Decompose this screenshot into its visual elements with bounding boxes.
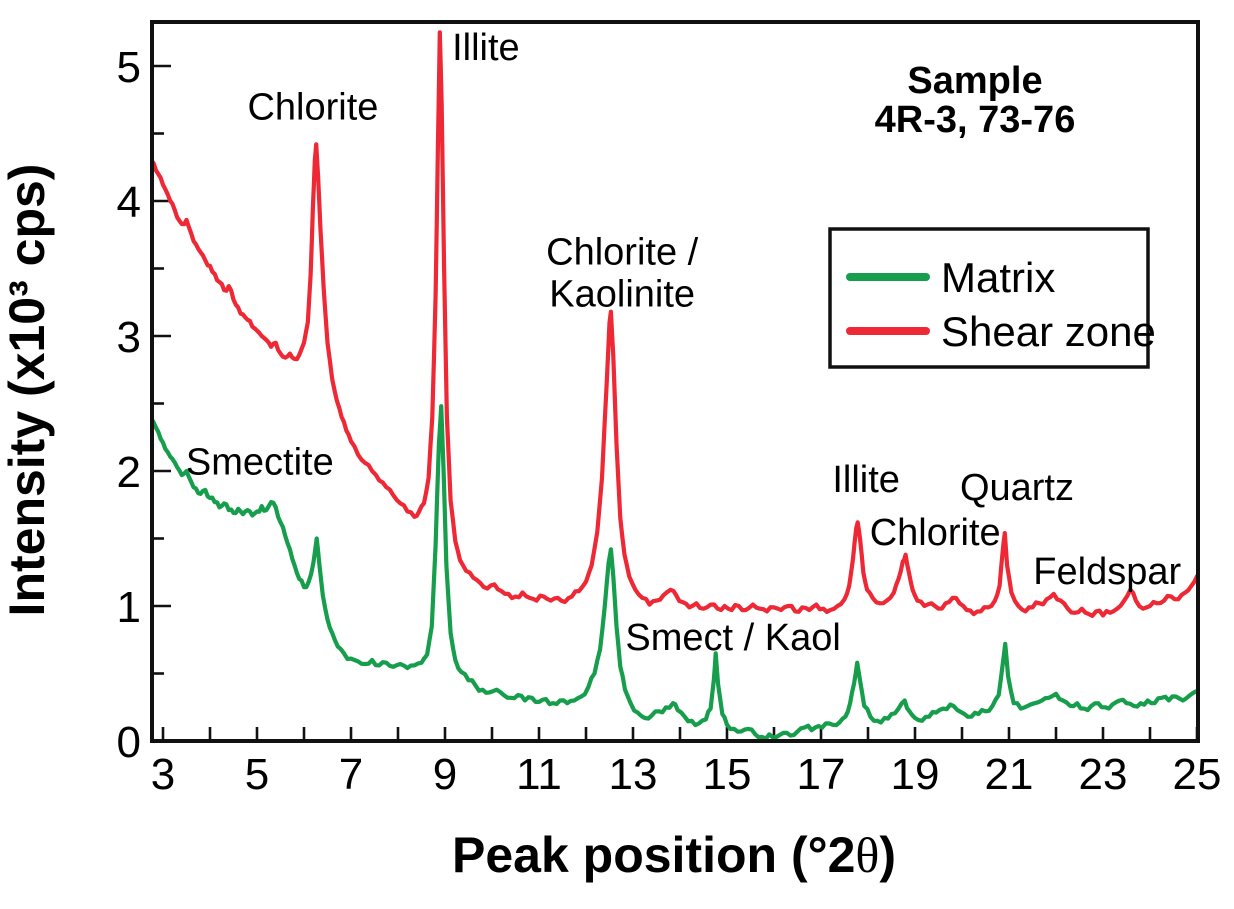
x-tick-label: 23 — [1079, 750, 1128, 799]
x-tick-label: 25 — [1173, 750, 1222, 799]
y-tick-label: 5 — [117, 43, 141, 92]
x-tick-label: 9 — [433, 750, 457, 799]
peak-annotations: Chlorite Illite Chlorite / Kaolinite Smectit… — [186, 27, 1182, 659]
sample-label-line1: Sample — [907, 60, 1042, 102]
shear-zone-trace — [152, 30, 1198, 618]
y-tick-label: 0 — [117, 718, 141, 767]
annotation-illite-main: Illite — [452, 27, 520, 69]
x-axis-title: Peak position (°2θ) — [452, 827, 896, 883]
annotation-chlorite-kaolinite: Chlorite / Kaolinite — [546, 232, 698, 316]
y-tick-label: 3 — [117, 313, 141, 362]
x-tick-label: 11 — [516, 750, 562, 799]
x-tick-label: 5 — [245, 750, 269, 799]
y-tick-label: 4 — [117, 178, 141, 227]
annotation-smect-kaol: Smect / Kaol — [625, 617, 840, 659]
x-tick-label: 13 — [609, 750, 658, 799]
annotation-smectite: Smectite — [186, 442, 334, 484]
annotation-feldspar: Feldspar — [1033, 551, 1181, 593]
sample-label: Sample 4R-3, 73-76 — [875, 60, 1076, 141]
annotation-illite-2: Illite — [832, 459, 900, 501]
x-tick-label: 17 — [797, 750, 846, 799]
legend-box — [828, 227, 1150, 369]
sample-label-line2: 4R-3, 73-76 — [875, 99, 1076, 141]
x-tick-label: 19 — [891, 750, 940, 799]
annotation-chlorite-main: Chlorite — [247, 87, 378, 129]
matrix-trace — [152, 404, 1198, 741]
y-tick-label: 2 — [117, 448, 141, 497]
legend-label-shear-zone: Shear zone — [941, 308, 1156, 355]
x-tick-label: 7 — [339, 750, 363, 799]
y-axis-title: Intensity (x10³ cps) — [0, 164, 55, 617]
y-tick-label: 1 — [117, 583, 141, 632]
x-tick-label: 15 — [703, 750, 752, 799]
annotation-quartz: Quartz — [960, 467, 1074, 509]
legend-label-matrix: Matrix — [941, 254, 1055, 301]
traces — [152, 30, 1198, 741]
x-tick-label: 3 — [151, 750, 175, 799]
legend: Matrix Shear zone — [828, 227, 1156, 369]
annotation-chlorite-2: Chlorite — [870, 512, 1001, 554]
x-tick-label: 21 — [985, 750, 1034, 799]
plot-border — [150, 20, 1200, 743]
